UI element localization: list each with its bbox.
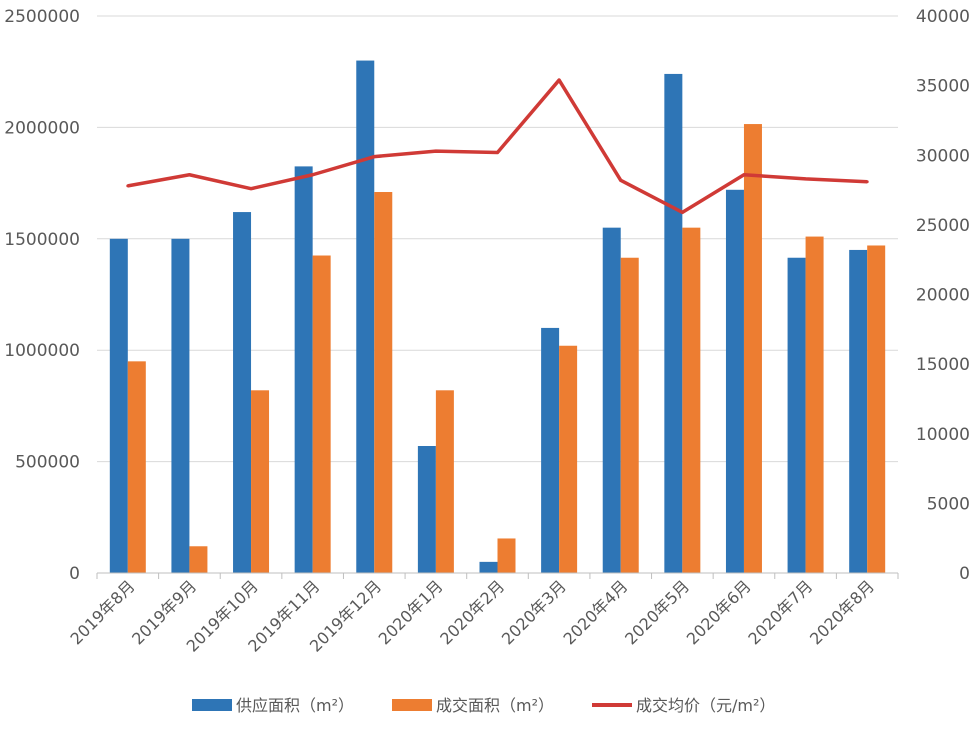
price-point: [249, 187, 253, 191]
y-left-tick-label: 1500000: [4, 230, 80, 250]
x-tick-label: 2020年7月: [744, 576, 816, 648]
price-point: [742, 173, 746, 177]
gridlines: [97, 15, 898, 463]
y-left-tick-label: 1000000: [4, 341, 80, 361]
bar-supply: [294, 166, 313, 573]
price-point: [372, 155, 376, 159]
bar-deal: [374, 192, 393, 573]
bar-supply: [849, 249, 868, 573]
price-point: [187, 173, 191, 177]
bar-deal: [251, 390, 270, 573]
y-right-tick-label: 0: [959, 564, 970, 584]
bar-deal: [682, 227, 701, 573]
price-point: [804, 177, 808, 181]
legend-label: 成交面积（m²）: [436, 696, 554, 715]
legend-item: 成交均价（元/m²）: [592, 696, 775, 715]
y-right-tick-label: 35000: [916, 77, 970, 97]
price-point: [619, 178, 623, 182]
y-axis-left-labels: 0 500000 1000000 1500000 2000000 2500000: [4, 7, 80, 584]
y-right-tick-label: 15000: [916, 355, 970, 375]
x-tick-label: 2020年5月: [621, 576, 693, 648]
y-right-tick-label: 5000: [927, 494, 970, 514]
y-axis-right-labels: 0 5000 10000 15000 20000 25000 30000 35000 40000: [916, 7, 970, 584]
bar-supply: [664, 73, 683, 573]
y-left-tick-label: 2500000: [4, 7, 80, 27]
x-tick-label: 2020年6月: [683, 576, 755, 648]
x-tick-label: 2020年8月: [806, 576, 878, 648]
bar-supply: [787, 257, 806, 573]
bar-deal: [805, 236, 824, 573]
y-right-tick-label: 10000: [916, 425, 970, 445]
y-left-tick-label: 500000: [15, 453, 80, 473]
y-right-tick-label: 30000: [916, 146, 970, 166]
bar-supply: [417, 446, 436, 573]
price-point: [865, 180, 869, 184]
bar-supply: [479, 561, 498, 573]
bar-deal: [867, 245, 886, 573]
bar-deal: [559, 345, 578, 573]
y-right-tick-label: 20000: [916, 286, 970, 306]
price-point: [680, 210, 684, 214]
price-point: [557, 78, 561, 82]
x-tick-label: 2020年1月: [375, 576, 447, 648]
x-tick-label: 2020年2月: [436, 576, 508, 648]
bars: [109, 60, 886, 574]
x-tick-label: 2020年4月: [560, 576, 632, 648]
legend-swatch: [192, 699, 232, 711]
price-point: [126, 184, 130, 188]
legend-item: 供应面积（m²）: [192, 696, 354, 715]
legend-item: 成交面积（m²）: [392, 696, 554, 715]
bar-deal: [312, 255, 331, 573]
bar-deal: [189, 546, 208, 573]
y-left-tick-label: 2000000: [4, 118, 80, 138]
x-axis: [96, 572, 899, 579]
bar-deal: [127, 361, 146, 573]
legend-swatch: [392, 699, 432, 711]
bar-supply: [171, 238, 190, 574]
price-line: [126, 78, 869, 215]
bar-supply: [541, 327, 560, 573]
bar-deal: [435, 390, 454, 573]
legend-label: 成交均价（元/m²）: [636, 696, 775, 715]
bar-supply: [233, 212, 252, 573]
bar-supply: [602, 227, 621, 573]
y-right-tick-label: 25000: [916, 216, 970, 236]
x-tick-label: 2019年8月: [67, 576, 139, 648]
bar-supply: [356, 60, 375, 574]
price-point: [434, 149, 438, 153]
bar-deal: [620, 257, 639, 573]
bar-supply: [109, 238, 128, 574]
price-point: [496, 150, 499, 154]
y-left-tick-label: 0: [69, 564, 80, 584]
x-tick-label: 2020年3月: [498, 576, 570, 648]
bar-supply: [725, 189, 744, 573]
bar-deal: [497, 538, 516, 573]
price-point: [311, 173, 315, 177]
legend-label: 供应面积（m²）: [236, 696, 354, 715]
legend: 供应面积（m²） 成交面积（m²） 成交均价（元/m²）: [192, 696, 775, 715]
bar-deal: [743, 124, 762, 574]
x-axis-labels: 2019年8月2019年9月2019年10月2019年11月2019年12月20…: [67, 576, 878, 655]
y-right-tick-label: 40000: [916, 7, 970, 27]
